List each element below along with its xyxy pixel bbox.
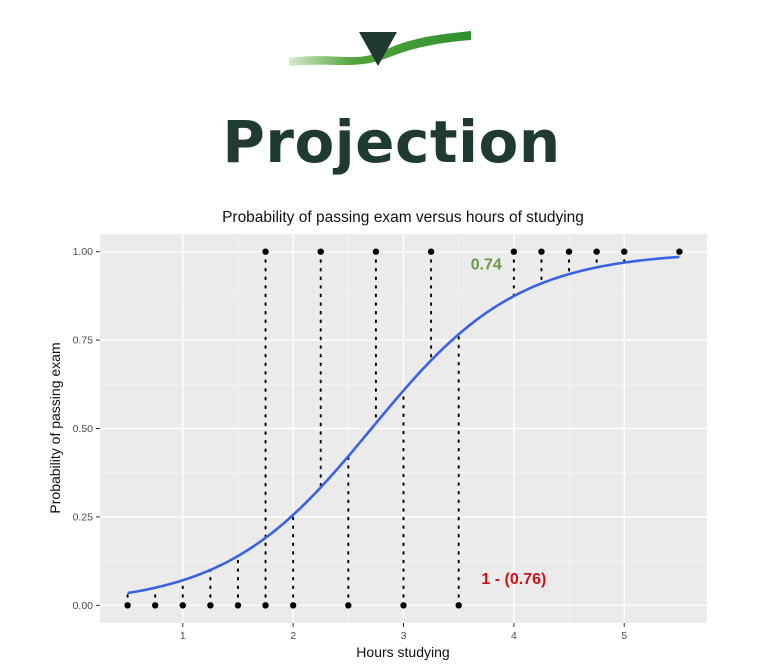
data-point xyxy=(262,602,269,609)
y-axis-label: Probability of passing exam xyxy=(47,342,63,513)
data-point xyxy=(262,248,269,255)
data-point xyxy=(289,602,297,609)
data-point xyxy=(345,602,352,609)
green-swoosh-triangle-logo-icon xyxy=(289,31,471,66)
logistic-curve xyxy=(127,255,680,595)
data-point xyxy=(234,602,242,609)
data-point xyxy=(151,602,159,609)
data-point xyxy=(427,248,435,255)
data-point xyxy=(400,602,407,609)
y-axis-ticks: 0.00 0.25 0.50 0.75 1.00 xyxy=(73,246,100,612)
x-tick-label: 1 xyxy=(180,630,186,642)
annotation-label: 0.74 xyxy=(471,256,502,273)
x-tick-label: 5 xyxy=(621,630,627,642)
data-point xyxy=(372,248,380,255)
data-point xyxy=(621,248,628,255)
data-point xyxy=(676,248,683,255)
major-gridlines xyxy=(100,234,707,623)
y-tick-label: 0.75 xyxy=(73,335,94,347)
x-axis-label: Hours studying xyxy=(356,644,449,660)
x-tick-label: 4 xyxy=(511,630,517,642)
data-point xyxy=(510,248,518,255)
data-points xyxy=(124,248,683,609)
projection-lines xyxy=(126,250,681,607)
data-point xyxy=(207,602,214,609)
annotations: 0.74 1 - (0.76) xyxy=(471,256,547,588)
data-point xyxy=(593,248,600,255)
x-axis-ticks: 1 2 3 4 5 xyxy=(180,623,627,642)
y-tick-label: 0.50 xyxy=(73,423,94,435)
y-tick-label: 0.00 xyxy=(73,600,94,612)
chart-title: Probability of passing exam versus hours… xyxy=(222,209,584,226)
x-tick-label: 3 xyxy=(401,630,407,642)
data-point xyxy=(455,602,462,609)
data-point xyxy=(538,248,545,255)
data-point xyxy=(565,248,573,255)
page-title: Projection xyxy=(222,108,561,176)
data-point xyxy=(179,602,186,609)
y-tick-label: 1.00 xyxy=(73,246,94,258)
y-tick-label: 0.25 xyxy=(73,511,94,523)
annotation-label: 1 - (0.76) xyxy=(481,571,546,588)
data-point xyxy=(317,248,324,255)
x-tick-label: 2 xyxy=(290,630,296,642)
data-point xyxy=(124,602,131,609)
